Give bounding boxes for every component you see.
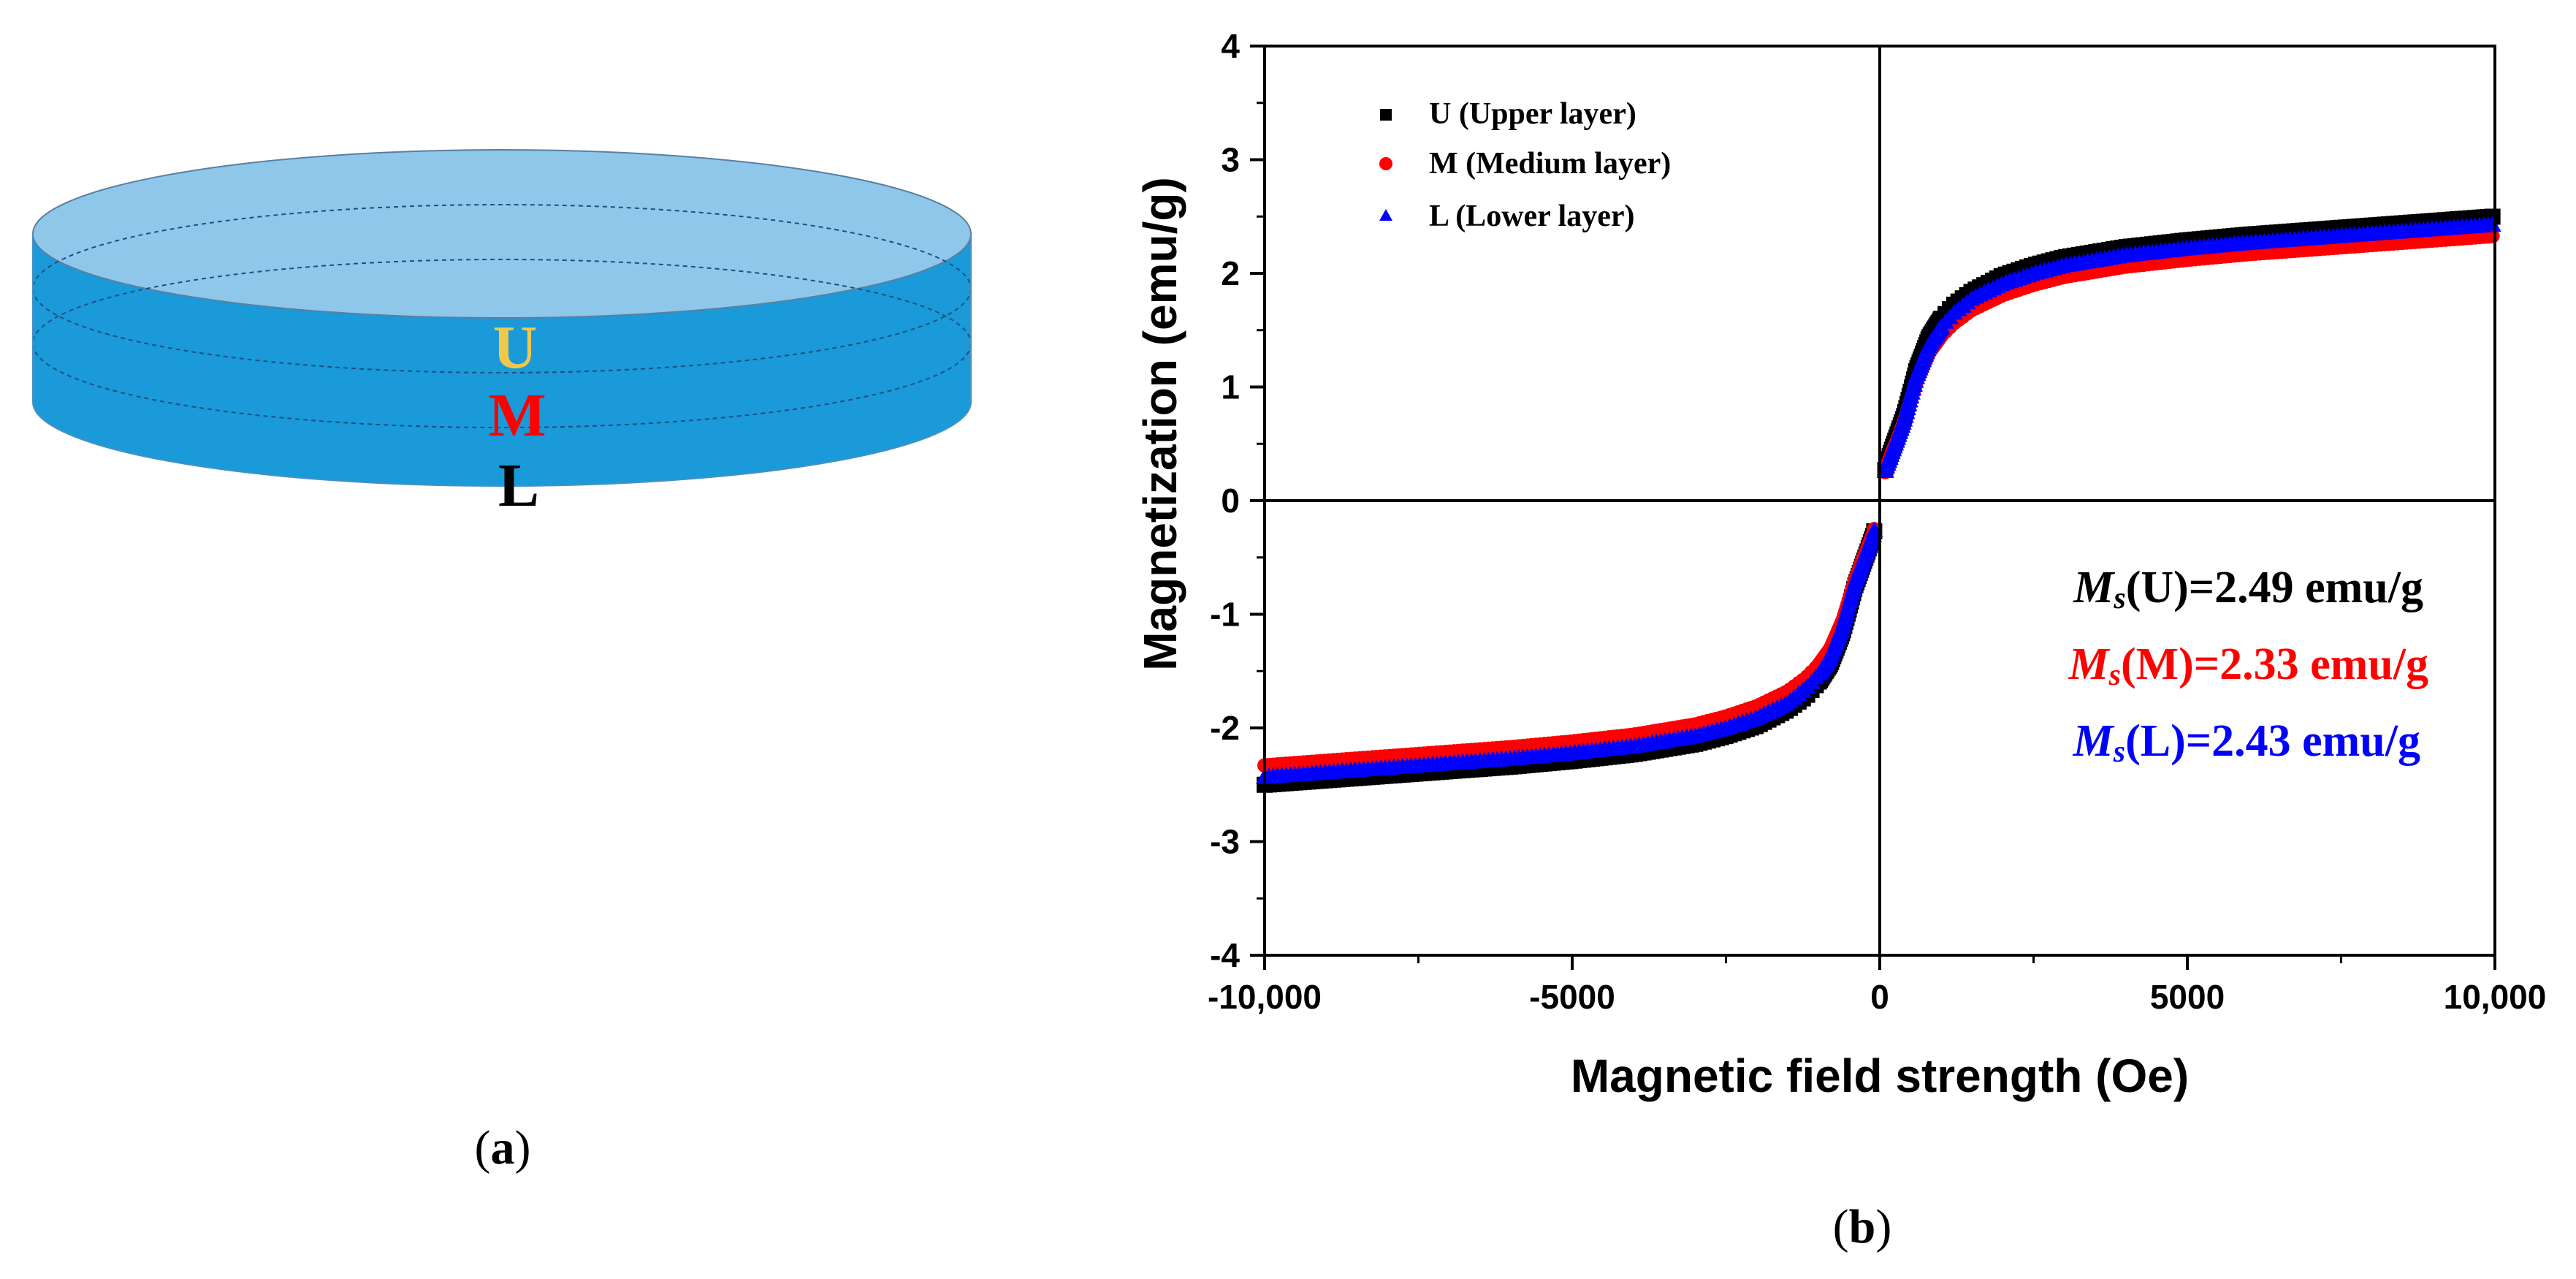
panel-a-dish-illustration: U M L (a)	[32, 149, 972, 1174]
dish-bottom-edge	[32, 401, 972, 487]
y-tick-label: 0	[1221, 482, 1240, 520]
legend: U (Upper layer) M (Medium layer) L (Lowe…	[1379, 97, 1671, 233]
annotation-ms-medium-text: (M)=2.33 emu/g	[2121, 640, 2428, 689]
panel-a-caption-letter: a	[491, 1121, 515, 1174]
x-tick-label: 0	[1870, 978, 1889, 1016]
x-tick-label: -5000	[1529, 978, 1615, 1016]
y-tick-label: 1	[1221, 368, 1240, 406]
annotation-ms-upper-symbol: M	[2073, 563, 2115, 612]
y-tick-label: 4	[1221, 27, 1240, 65]
panel-a-caption-close: )	[515, 1121, 531, 1174]
y-tick-label: -4	[1210, 936, 1240, 974]
annotation-ms-upper-subscript: s	[2113, 582, 2125, 615]
x-axis-title: Magnetic field strength (Oe)	[1571, 1050, 2189, 1102]
legend-label-lower: L (Lower layer)	[1429, 200, 1635, 233]
panel-b-magnetization-chart: -10,000 -5000 0 5000 10,000 -4 -3 -2 -1 0 1 2 3 4 U (…	[1134, 27, 2546, 1253]
legend-label-medium: M (Medium layer)	[1429, 147, 1671, 181]
annotation-ms-medium: Ms(M)=2.33 emu/g	[2068, 640, 2428, 692]
annotation-ms-lower-subscript: s	[2113, 735, 2125, 769]
axes: -10,000 -5000 0 5000 10,000 -4 -3 -2 -1 0 1 2 3 4	[1208, 27, 2546, 1016]
plot-frame	[1263, 45, 2496, 957]
panel-b-caption: (b)	[1833, 1200, 1892, 1253]
panel-b-caption-open: (	[1833, 1200, 1849, 1253]
legend-marker-medium	[1379, 157, 1392, 170]
legend-label-upper: U (Upper layer)	[1429, 97, 1636, 131]
annotation-ms-lower-text: (L)=2.43 emu/g	[2125, 716, 2420, 766]
y-tick-label: 3	[1221, 141, 1240, 179]
y-tick-label: -3	[1210, 823, 1240, 861]
y-tick-label: -1	[1210, 596, 1240, 634]
layer-label-lower: L	[498, 452, 539, 520]
x-tick-label: 10,000	[2444, 978, 2547, 1016]
panel-a-caption-open: (	[475, 1121, 491, 1174]
data-point-lower	[2483, 216, 2501, 232]
series-circle-markers	[1257, 228, 2500, 773]
legend-marker-lower	[1379, 209, 1392, 221]
y-axis-title: Magnetization (emu/g)	[1134, 177, 1186, 671]
annotation-ms-medium-symbol: M	[2068, 640, 2110, 689]
layer-label-medium: M	[488, 382, 546, 449]
annotations: Ms(U)=2.49 emu/g Ms(M)=2.33 emu/g Ms(L)=…	[2068, 563, 2428, 769]
panel-b-caption-close: )	[1875, 1200, 1891, 1253]
annotation-ms-lower: Ms(L)=2.43 emu/g	[2073, 716, 2420, 769]
y-tick-label: 2	[1221, 254, 1240, 292]
panel-a-caption: (a)	[475, 1121, 531, 1174]
data-markers	[1256, 208, 2501, 793]
x-tick-label: -10,000	[1208, 978, 1322, 1016]
annotation-ms-upper: Ms(U)=2.49 emu/g	[2073, 563, 2423, 615]
annotation-ms-lower-symbol: M	[2073, 716, 2115, 766]
y-tick-label: -2	[1210, 709, 1240, 747]
dish-top	[33, 150, 971, 318]
series-triangle-markers	[1256, 216, 2501, 784]
panel-b-caption-letter: b	[1849, 1200, 1876, 1253]
x-tick-label: 5000	[2150, 978, 2225, 1016]
layer-label-upper: U	[493, 314, 538, 382]
annotation-ms-upper-text: (U)=2.49 emu/g	[2126, 563, 2423, 612]
annotation-ms-medium-subscript: s	[2108, 659, 2121, 692]
legend-marker-upper	[1380, 109, 1392, 121]
